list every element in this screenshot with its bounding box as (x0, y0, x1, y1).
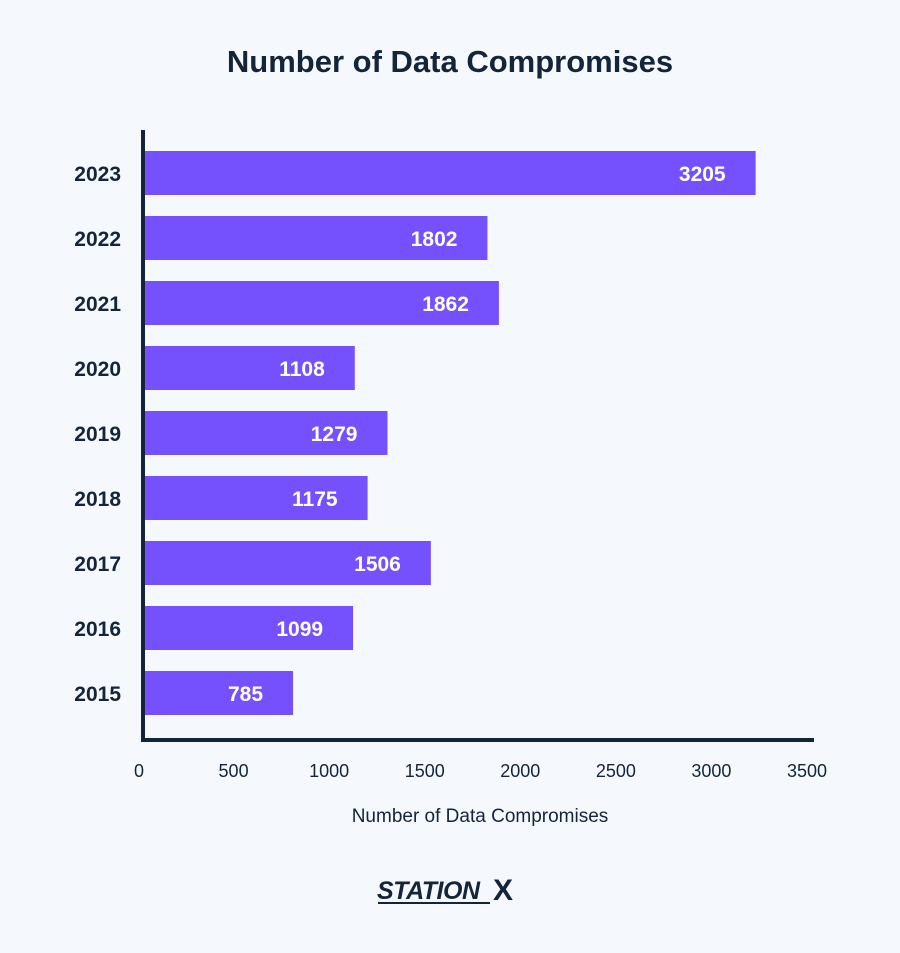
data-label-2015: 785 (228, 683, 263, 706)
data-label-2021: 1862 (422, 293, 469, 316)
x-tick-label-500: 500 (219, 761, 249, 781)
x-tick-label-0: 0 (134, 761, 144, 781)
x-axis-label: Number of Data Compromises (352, 806, 609, 827)
x-tick-label-1000: 1000 (309, 761, 349, 781)
data-label-2017: 1506 (354, 553, 401, 576)
data-label-2019: 1279 (311, 423, 358, 446)
x-tick-label-1500: 1500 (405, 761, 445, 781)
chart-title: Number of Data Compromises (226, 44, 674, 79)
bar-2021 (143, 281, 499, 325)
bar-2016 (143, 606, 354, 650)
bar-2015 (143, 671, 294, 715)
category-label-2021: 2021 (74, 293, 121, 316)
category-label-2022: 2022 (74, 228, 121, 251)
category-label-2015: 2015 (74, 683, 121, 706)
category-label-2020: 2020 (74, 358, 121, 381)
stationx-logo-mark: STATION X (377, 874, 513, 907)
category-label-2018: 2018 (74, 488, 121, 511)
data-label-2020: 1108 (279, 358, 325, 381)
stationx-logo: STATION X (376, 872, 526, 908)
data-label-2016: 1099 (276, 618, 323, 641)
bar-2019 (143, 411, 388, 455)
category-label-2019: 2019 (74, 423, 121, 446)
x-tick-label-2000: 2000 (500, 761, 540, 781)
data-label-2023: 3205 (679, 163, 726, 186)
x-tick-label-3500: 3500 (787, 761, 827, 781)
category-label-2017: 2017 (74, 553, 121, 576)
bar-2020 (143, 346, 355, 390)
svg-text:STATION: STATION (377, 877, 481, 905)
data-label-2022: 1802 (411, 228, 458, 251)
bar-2018 (143, 476, 368, 520)
x-tick-label-2500: 2500 (596, 761, 636, 781)
category-label-2016: 2016 (74, 618, 121, 641)
svg-text:X: X (493, 874, 513, 907)
bar-2022 (143, 216, 488, 260)
bar-2023 (143, 151, 756, 195)
data-label-2018: 1175 (292, 488, 338, 511)
bar-2017 (143, 541, 431, 585)
x-tick-label-3000: 3000 (691, 761, 731, 781)
category-label-2023: 2023 (74, 163, 121, 186)
